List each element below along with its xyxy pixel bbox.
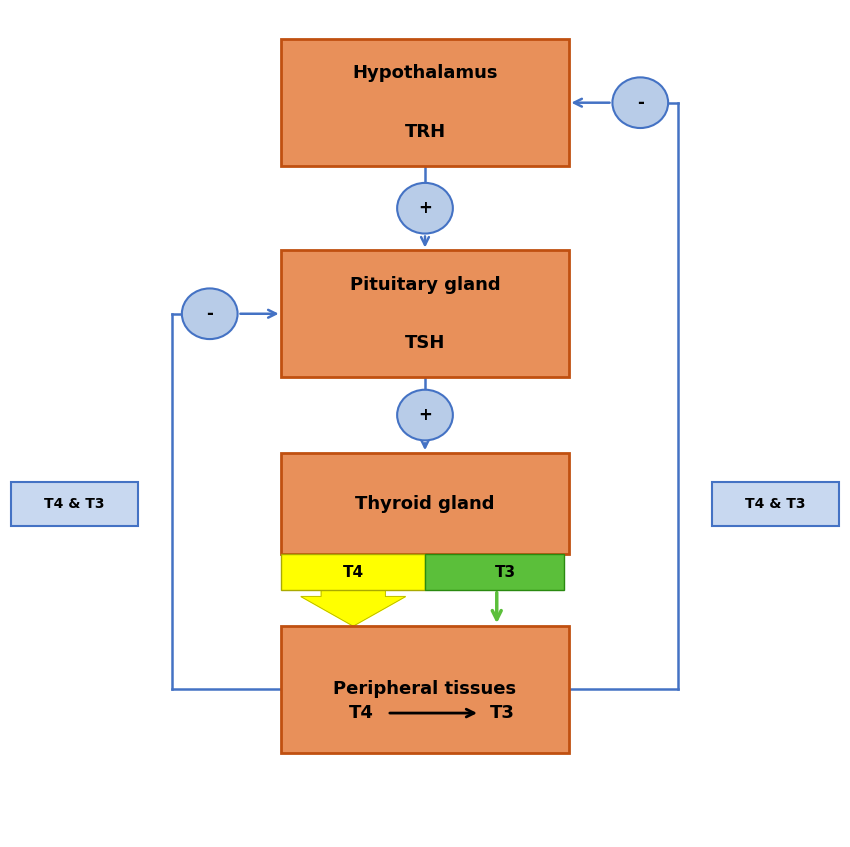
Text: T3: T3: [495, 565, 516, 579]
Text: T4 & T3: T4 & T3: [745, 496, 806, 511]
FancyBboxPatch shape: [11, 482, 138, 526]
Text: T4: T4: [349, 704, 374, 722]
FancyBboxPatch shape: [712, 482, 839, 526]
Ellipse shape: [182, 289, 238, 339]
Ellipse shape: [397, 390, 453, 440]
Text: Pituitary gland

TSH: Pituitary gland TSH: [349, 275, 501, 352]
FancyBboxPatch shape: [281, 554, 425, 590]
FancyBboxPatch shape: [281, 251, 569, 377]
Text: Hypothalamus

TRH: Hypothalamus TRH: [352, 64, 498, 141]
Text: Peripheral tissues: Peripheral tissues: [333, 680, 517, 699]
Text: T4: T4: [343, 565, 364, 579]
Text: -: -: [207, 305, 213, 323]
Ellipse shape: [612, 77, 668, 128]
Polygon shape: [301, 590, 405, 626]
Text: +: +: [418, 406, 432, 424]
Text: +: +: [418, 199, 432, 217]
FancyBboxPatch shape: [281, 626, 569, 753]
FancyBboxPatch shape: [281, 453, 569, 554]
Ellipse shape: [397, 183, 453, 234]
Text: T4 & T3: T4 & T3: [44, 496, 105, 511]
Text: -: -: [637, 94, 643, 112]
Text: Thyroid gland: Thyroid gland: [355, 495, 495, 512]
FancyBboxPatch shape: [425, 554, 564, 590]
Text: T3: T3: [490, 704, 515, 722]
FancyBboxPatch shape: [281, 39, 569, 166]
